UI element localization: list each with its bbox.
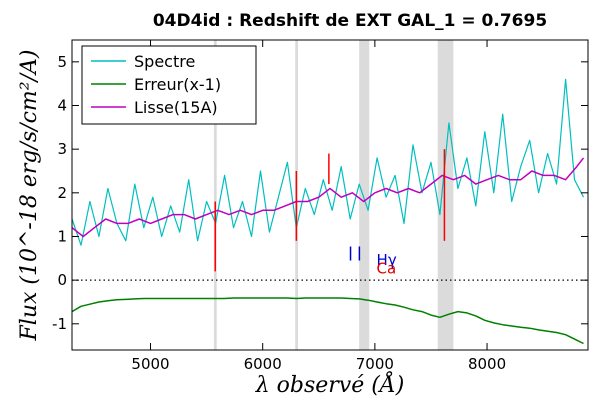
series-line-erreur-x-1 [72,297,584,345]
x-tick-label: 6000 [244,355,282,373]
series-line-lisse-15a [72,157,585,238]
legend-label: Spectre [134,52,195,71]
legend-items: Spectre Erreur(x-1) Lisse(15A) [91,52,221,117]
x-tick-label: 5000 [131,355,169,373]
y-tick-label: 2 [57,184,67,202]
y-tick-label: 5 [57,53,67,71]
chart-title: 04D4id : Redshift de EXT GAL_1 = 0.7695 [153,11,547,31]
y-tick-label: -1 [52,315,67,333]
y-tick-label: 4 [57,96,67,114]
plot-frame [71,39,589,351]
spectral-line-label: Hγ [377,251,397,269]
legend-box [81,45,257,125]
x-tick-label: 8000 [468,355,506,373]
legend-label: Erreur(x-1) [134,75,221,94]
series-layer [72,78,585,345]
y-tick-label: 3 [57,140,67,158]
y-tick-label: 0 [57,271,67,289]
y-axis-label: Flux (10^-18 erg/s/cm²/A) [17,50,42,342]
shaded-band [213,40,217,350]
shaded-band [437,40,454,350]
y-tick-label: 1 [57,227,67,245]
legend-label: Lisse(15A) [134,98,218,117]
spectral-line-label: Ca [377,260,397,278]
axis-ticks: 5000 6000 7000 8000 5 4 3 2 1 0 -1 [52,40,588,373]
shaded-band [359,40,370,350]
x-tick-label: 7000 [356,355,394,373]
x-axis-label: λ observé (Å) [255,370,405,398]
series-line-spectre [72,78,585,246]
legend: Spectre Erreur(x-1) Lisse(15A) [81,45,257,125]
